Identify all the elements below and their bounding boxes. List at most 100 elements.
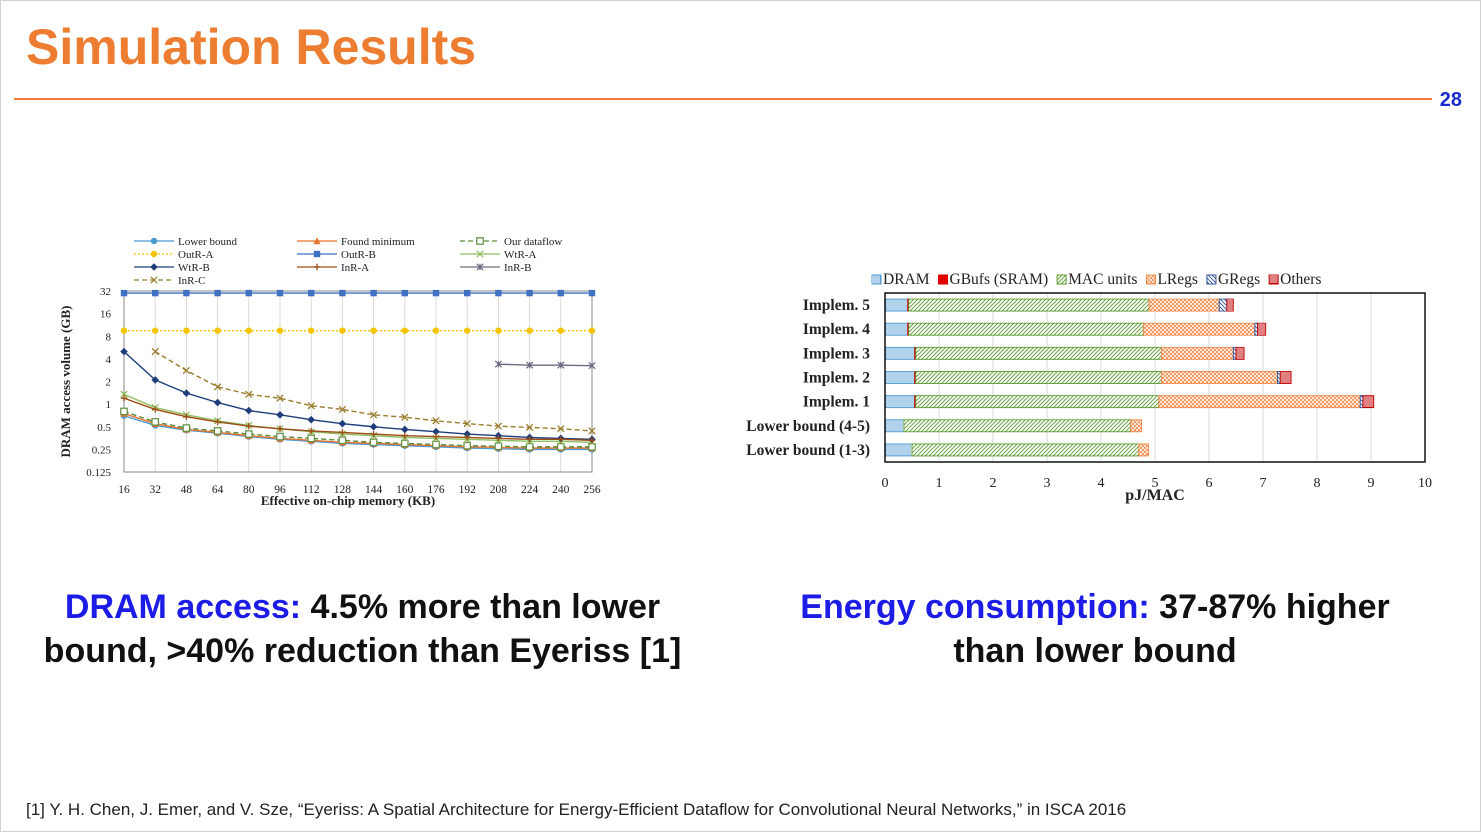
x-tick-label: 32 — [149, 484, 161, 496]
legend-swatch — [871, 274, 882, 285]
data-point-outr-b — [214, 289, 221, 297]
data-point-our-dataflow — [182, 424, 191, 432]
series-line-inr-c — [154, 350, 593, 432]
bar-row-implem-5 — [884, 298, 1234, 312]
y-tick-label: 2 — [106, 377, 112, 389]
bar-row-implem-2 — [884, 371, 1292, 384]
legend-marker — [150, 250, 158, 258]
x-tick-label: 1 — [936, 476, 943, 491]
x-tick-label: 64 — [212, 484, 224, 496]
bar-segment-mac-units — [915, 395, 1160, 409]
data-point-wtr-b — [213, 398, 222, 407]
caption-left-line2: bound, >40% reduction than Eyeriss [1] — [43, 632, 682, 670]
legend-item-inr-b: InR-B — [460, 262, 532, 274]
data-point-inr-c — [276, 394, 284, 402]
x-tick-label: 160 — [396, 484, 414, 496]
series-outr-b — [120, 289, 596, 297]
x-tick-label: 8 — [1314, 476, 1321, 491]
caption-right-highlight: Energy consumption: — [800, 588, 1150, 626]
bar-segment-others — [1362, 395, 1375, 409]
data-point-our-dataflow — [338, 436, 347, 445]
data-point-outr-a — [152, 327, 159, 334]
data-point-our-dataflow — [432, 440, 440, 449]
data-point-outr-a — [214, 327, 221, 334]
series-line-found-minimum — [123, 412, 592, 449]
data-point-outr-b — [339, 289, 346, 297]
footnote-reference: [1] Y. H. Chen, J. Emer, and V. Sze, “Ey… — [26, 800, 1127, 819]
data-point-our-dataflow — [307, 434, 316, 443]
data-point-outr-b — [152, 289, 159, 297]
data-point-wtr-b — [151, 376, 159, 384]
data-point-inr-c — [307, 402, 315, 410]
legend-label: WtR-A — [504, 249, 536, 261]
legend-label: MAC units — [1068, 271, 1137, 288]
legend-item-inr-c: InR-C — [134, 275, 206, 287]
legend-marker — [150, 263, 158, 271]
bar-segment-gregs — [1218, 298, 1228, 312]
category-label-implem-3: Implem. 3 — [803, 345, 870, 362]
legend-swatch — [1268, 274, 1279, 285]
data-point-outr-b — [495, 289, 502, 297]
legend-label: GBufs (SRAM) — [950, 271, 1049, 288]
data-point-inr-a — [152, 406, 159, 413]
bar-segment-dram — [884, 371, 916, 384]
x-tick-label: 240 — [552, 484, 570, 496]
legend-swatch — [1145, 274, 1156, 285]
data-point-outr-b — [308, 289, 315, 297]
bar-segment-dram — [884, 419, 905, 433]
data-point-outr-b — [183, 289, 190, 297]
data-point-outr-b — [401, 289, 408, 297]
legend-label: InR-B — [504, 262, 532, 274]
data-point-outr-a — [339, 327, 346, 334]
data-point-inr-b — [525, 361, 534, 369]
y-tick-label: 0.125 — [86, 467, 111, 479]
legend-label: OutR-A — [178, 249, 214, 261]
slide-title: Simulation Results — [26, 19, 477, 75]
x-tick-label: 176 — [427, 484, 445, 496]
data-point-inr-a — [183, 413, 190, 420]
category-label-implem-5: Implem. 5 — [803, 297, 870, 314]
bar-row-implem-4 — [884, 322, 1267, 336]
series-inr-a — [120, 394, 596, 444]
data-point-outr-a — [588, 327, 596, 334]
data-point-inr-c — [432, 417, 440, 425]
legend-marker — [476, 263, 484, 271]
data-point-outr-b — [464, 289, 471, 297]
x-tick-label: 224 — [521, 484, 539, 496]
legend-item-lregs: LRegs — [1145, 271, 1198, 288]
bar-segment-others — [1279, 371, 1292, 384]
legend-label: Found minimum — [341, 236, 415, 248]
data-point-inr-c — [213, 383, 222, 391]
x-tick-label: 16 — [118, 484, 130, 496]
bar-segment-lregs — [1130, 419, 1142, 433]
data-point-outr-a — [526, 327, 533, 334]
category-label-lower-bound-1-3: Lower bound (1-3) — [746, 442, 870, 459]
data-point-inr-c — [182, 366, 191, 375]
series-our-dataflow — [120, 407, 596, 451]
caption-right-line2: than lower bound — [953, 632, 1237, 670]
x-tick-label: 9 — [1368, 476, 1375, 491]
bar-segment-lregs — [1138, 443, 1149, 457]
energy-bar-chart: Implem. 5 Implem. 4 Implem. 3 Implem. 2 Impl… — [746, 271, 1432, 504]
bar-segment-mac-units — [915, 371, 1162, 384]
legend-item-gbufs-sram: GBufs (SRAM) — [938, 271, 1049, 288]
data-point-outr-b — [370, 289, 377, 297]
bar-segment-mac-units — [911, 443, 1140, 457]
data-point-our-dataflow — [494, 442, 503, 451]
data-point-inr-a — [308, 427, 315, 435]
x-tick-label: 3 — [1044, 476, 1051, 491]
data-point-our-dataflow — [245, 430, 253, 438]
data-point-inr-c — [401, 413, 409, 421]
data-point-wtr-b — [120, 347, 128, 356]
data-point-inr-c — [463, 419, 471, 428]
x-tick-label: 5 — [1152, 476, 1159, 491]
legend-item-found-minimum: Found minimum — [297, 236, 415, 248]
data-point-outr-a — [557, 327, 564, 334]
data-point-inr-a — [339, 429, 346, 436]
series-line-lower-bound — [123, 415, 592, 451]
x-tick-label: 128 — [334, 484, 352, 496]
series-line-our-dataflow — [123, 410, 592, 448]
y-tick-label: 4 — [106, 354, 112, 366]
data-point-our-dataflow — [557, 443, 565, 451]
y-tick-label: 1 — [106, 399, 112, 411]
